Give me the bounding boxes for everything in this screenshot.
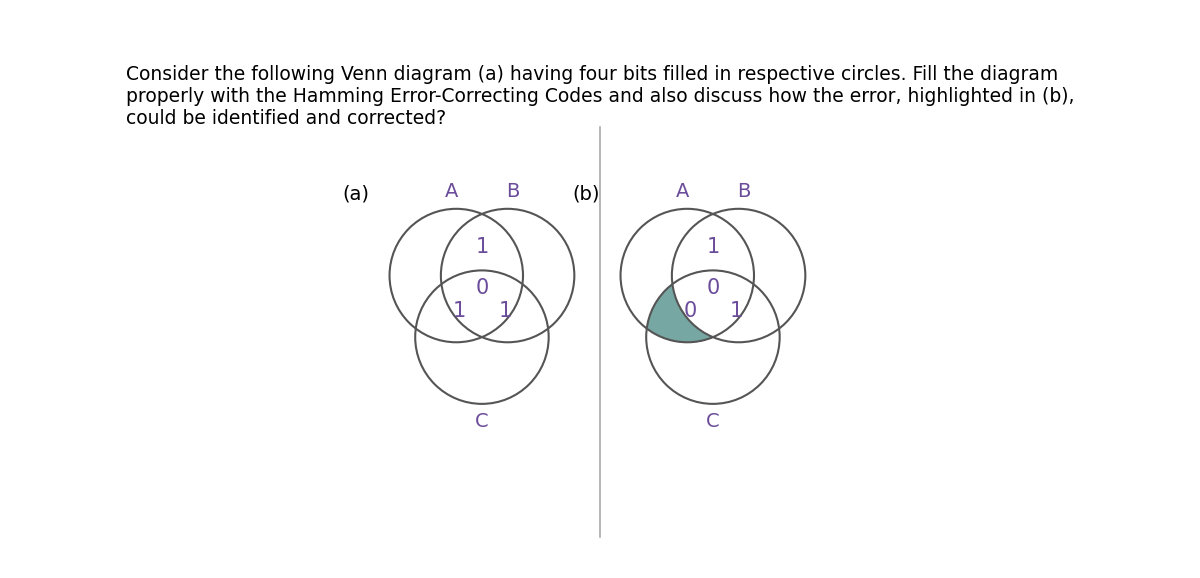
Text: (b): (b): [572, 185, 600, 203]
Text: C: C: [706, 412, 720, 431]
Text: Consider the following Venn diagram (a) having four bits filled in respective ci: Consider the following Venn diagram (a) …: [126, 65, 1074, 128]
Text: 0: 0: [475, 279, 488, 298]
Text: 1: 1: [498, 302, 511, 321]
Text: 1: 1: [730, 302, 743, 321]
Text: 1: 1: [475, 238, 488, 257]
Text: 0: 0: [683, 302, 696, 321]
Text: B: B: [737, 182, 750, 201]
Text: B: B: [506, 182, 520, 201]
Text: (a): (a): [342, 185, 370, 203]
Text: A: A: [444, 182, 458, 201]
Text: C: C: [475, 412, 488, 431]
Text: 1: 1: [452, 302, 466, 321]
Text: 1: 1: [707, 238, 720, 257]
Text: 0: 0: [707, 279, 720, 298]
Text: A: A: [676, 182, 689, 201]
